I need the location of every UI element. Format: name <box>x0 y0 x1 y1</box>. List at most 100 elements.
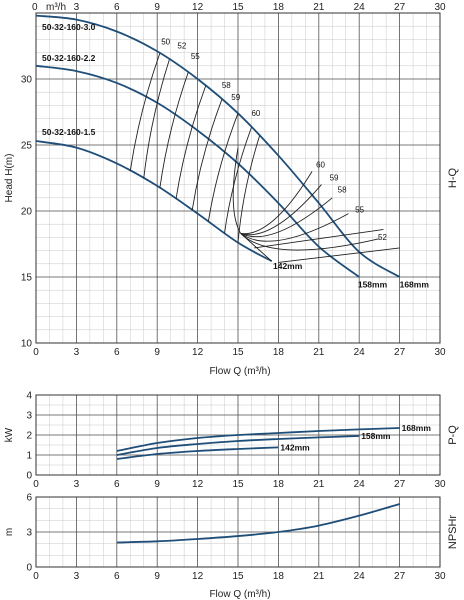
hq-iso-efficiency-line <box>129 52 161 172</box>
hq-y-tick-label: 30 <box>21 75 33 86</box>
pq-y-tick-label: 1 <box>26 451 32 462</box>
hq-iso-efficiency-line <box>175 85 207 199</box>
hq-efficiency-label: 55 <box>355 205 364 214</box>
hq-top-tick-label: 9 <box>154 2 160 13</box>
pq-frame <box>35 394 441 476</box>
pq-y-tick-label: 0 <box>26 471 32 482</box>
hq-efficiency-label: 50 <box>161 38 170 47</box>
hq-top-tick-label: 6 <box>114 2 120 13</box>
hq-curve-label: 50-32-160-2.2 <box>42 53 96 63</box>
npsh-side-label: NPSHr <box>447 515 459 550</box>
hq-curve-label: 50-32-160-3.0 <box>42 22 96 32</box>
hq-iso-efficiency-line <box>159 72 189 188</box>
pq-y-tick-label: 3 <box>26 411 32 422</box>
hq-y-tick-label: 10 <box>21 339 33 350</box>
hq-top-tick-label: 30 <box>434 2 446 13</box>
pq-x-tick-label: 30 <box>434 479 446 490</box>
hq-iso-efficiency-line <box>224 127 252 234</box>
pq-y-tick-label: 2 <box>26 431 32 442</box>
npsh-xlabel: Flow Q (m³/h) <box>209 589 270 600</box>
pq-x-tick-label: 18 <box>273 479 285 490</box>
npsh-x-tick-label: 30 <box>434 571 446 582</box>
hq-efficiency-label: 52 <box>378 233 387 242</box>
npsh-y-tick-label: 6 <box>26 493 32 504</box>
hq-impeller-label: 168mm <box>400 280 430 290</box>
hq-y-tick-label: 15 <box>21 273 33 284</box>
hq-top-tick-label: 12 <box>192 2 204 13</box>
npsh-frame <box>35 496 441 568</box>
hq-iso-efficiency-line <box>240 197 333 238</box>
npsh-x-tick-label: 27 <box>394 571 406 582</box>
hq-iso-efficiency-line <box>254 229 384 249</box>
hq-top-tick-label: 21 <box>313 2 325 13</box>
hq-xlabel: Flow Q (m³/h) <box>209 366 270 377</box>
hq-iso-efficiency-line <box>240 184 322 236</box>
hq-x-tick-label: 12 <box>192 347 204 358</box>
hq-x-tick-label: 30 <box>434 347 446 358</box>
pq-ylabel: kW <box>4 427 15 442</box>
hq-iso-efficiency-line <box>143 59 170 179</box>
hq-x-tick-label: 24 <box>354 347 366 358</box>
hq-efficiency-label: 60 <box>251 109 260 118</box>
hq-x-tick-label: 18 <box>273 347 285 358</box>
hq-top-tick-label: 24 <box>354 2 366 13</box>
hq-impeller-label: 142mm <box>273 261 303 271</box>
npsh-x-tick-label: 24 <box>354 571 366 582</box>
hq-y-tick-label: 25 <box>21 141 33 152</box>
hq-iso-efficiency-line <box>191 99 223 211</box>
pq-x-tick-label: 9 <box>154 479 160 490</box>
npsh-x-tick-label: 9 <box>154 571 160 582</box>
npsh-x-tick-label: 12 <box>192 571 204 582</box>
pq-x-tick-label: 6 <box>114 479 120 490</box>
hq-iso-efficiency-line <box>240 233 380 251</box>
hq-efficiency-label: 60 <box>316 160 325 169</box>
hq-top-tick-label: 3 <box>74 2 80 13</box>
hq-iso-efficiency-line <box>240 171 313 235</box>
npsh-x-tick-label: 21 <box>313 571 325 582</box>
hq-side-label: H-Q <box>447 167 459 188</box>
hq-efficiency-label: 58 <box>338 186 347 195</box>
hq-top-unit: m³/h <box>46 2 66 13</box>
pq-curve-label: 158mm <box>361 431 391 441</box>
hq-curve-50-32-160-3.0 <box>35 14 401 278</box>
hq-x-tick-label: 0 <box>33 347 39 358</box>
npsh-x-tick-label: 15 <box>232 571 244 582</box>
hq-efficiency-label: 59 <box>231 93 240 102</box>
hq-x-tick-label: 15 <box>232 347 244 358</box>
hq-top-tick-label: 0 <box>32 2 38 13</box>
pq-x-tick-label: 21 <box>313 479 325 490</box>
npsh-chart: 0 3 6 9 12 15 18 21 24 27 30 0 3 6 m NPSHr <box>4 493 459 583</box>
pq-x-tick-label: 12 <box>192 479 204 490</box>
hq-impeller-label: 158mm <box>358 280 388 290</box>
npsh-x-tick-label: 6 <box>114 571 120 582</box>
pq-curve-168mm <box>116 427 400 452</box>
hq-x-tick-label: 9 <box>154 347 160 358</box>
npsh-y-tick-label: 0 <box>26 563 32 574</box>
npsh-x-tick-label: 3 <box>74 571 80 582</box>
pq-x-tick-label: 24 <box>354 479 366 490</box>
hq-top-tick-label: 15 <box>232 2 244 13</box>
hq-frame <box>35 12 441 344</box>
hq-iso-efficiency-line <box>240 213 349 242</box>
hq-top-tick-label: 18 <box>273 2 285 13</box>
pq-curve-158mm <box>116 435 360 456</box>
pq-x-tick-label: 3 <box>74 479 80 490</box>
npsh-curve <box>116 503 400 544</box>
hq-iso-efficiency-line <box>232 147 242 234</box>
pq-x-tick-label: 15 <box>232 479 244 490</box>
pq-x-tick-label: 0 <box>33 479 39 490</box>
hq-iso-efficiency-line <box>278 247 400 263</box>
hq-x-tick-label: 21 <box>313 347 325 358</box>
npsh-x-tick-label: 0 <box>33 571 39 582</box>
hq-x-tick-label: 6 <box>114 347 120 358</box>
hq-iso-efficiency-line <box>207 113 239 222</box>
hq-chart: 3 6 9 12 15 18 21 24 27 30 0 0 3 6 9 12 15 18 21 24 27 30 10 15… <box>4 2 459 358</box>
npsh-ylabel: m <box>4 528 15 536</box>
npsh-y-tick-label: 3 <box>26 528 32 539</box>
hq-efficiency-label: 55 <box>191 52 200 61</box>
hq-curve-50-32-160-2.2 <box>35 64 360 278</box>
pq-side-label: P-Q <box>447 425 459 445</box>
hq-iso-efficiency-line <box>237 135 260 243</box>
